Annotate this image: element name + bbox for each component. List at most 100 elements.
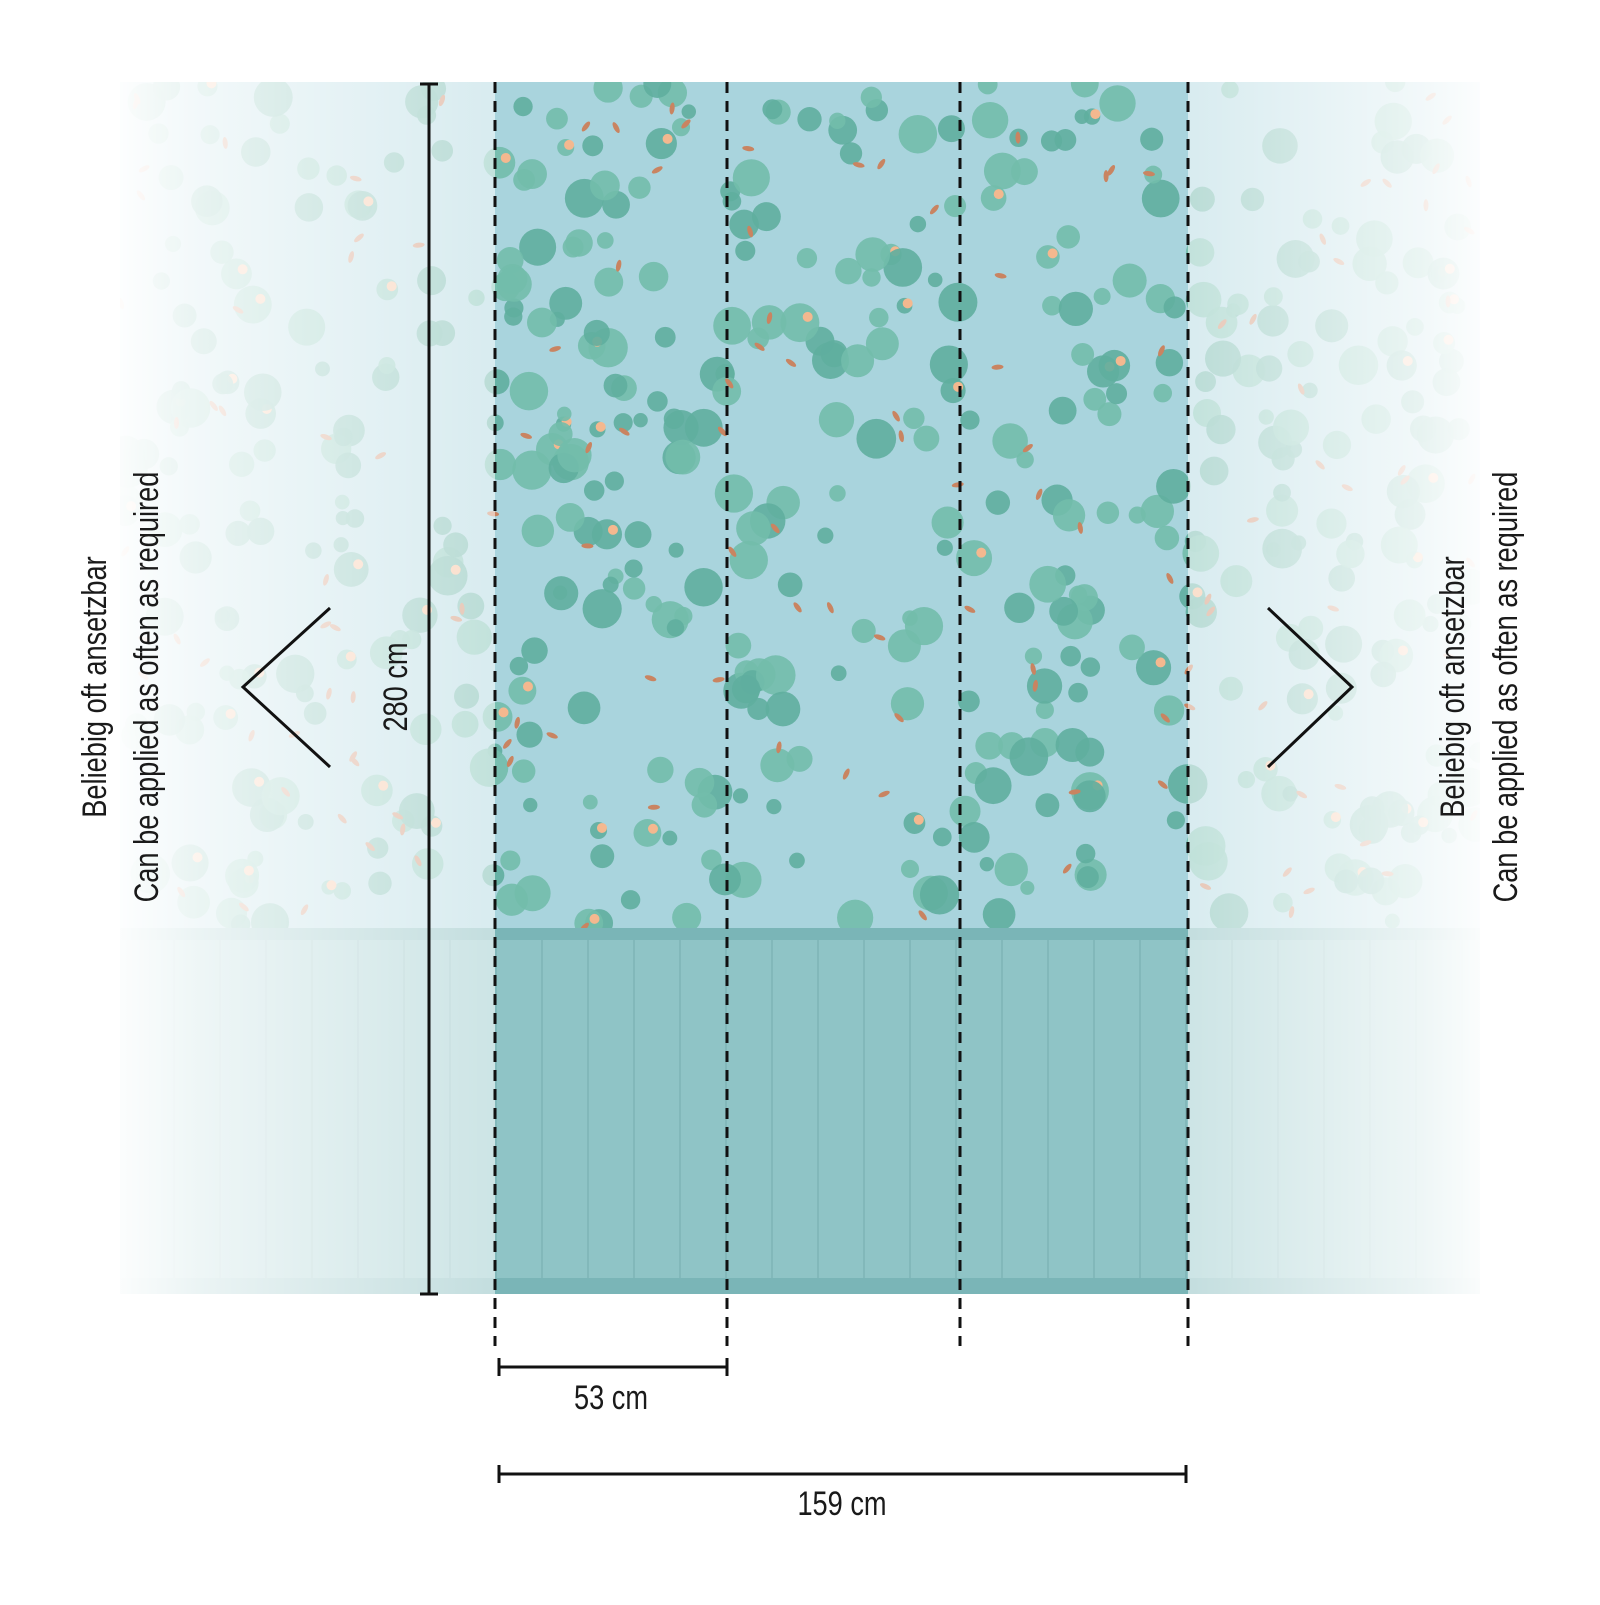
lily-pad — [729, 540, 768, 580]
koi — [826, 602, 834, 614]
lily-pad — [818, 402, 855, 438]
lily-pad — [1112, 263, 1147, 298]
lily-pad — [633, 819, 662, 847]
koi — [776, 741, 782, 754]
koi — [918, 910, 927, 921]
lily-pad — [725, 632, 752, 659]
total-width-label: 159 cm — [797, 1484, 886, 1523]
lily-pad — [582, 589, 622, 629]
koi — [669, 102, 675, 115]
lily-pad — [841, 344, 875, 378]
lily-pad — [983, 152, 1021, 190]
koi — [1022, 444, 1033, 453]
lily-pad — [620, 890, 641, 910]
lily-pad — [496, 266, 532, 302]
lily-pad — [1083, 387, 1107, 411]
koi — [747, 225, 754, 238]
lily-pad — [837, 899, 874, 928]
koi — [506, 755, 514, 767]
lily-pad — [544, 576, 579, 611]
lily-pad — [647, 756, 674, 784]
lily-pad — [751, 202, 781, 232]
fade-right — [1188, 82, 1500, 1294]
lily-pad — [1068, 682, 1088, 703]
lily-pad — [830, 665, 847, 682]
koi — [766, 312, 773, 324]
lily-pad — [1140, 127, 1164, 151]
lily-pad — [851, 618, 876, 643]
lily-pad — [1004, 592, 1035, 623]
lily-pad — [638, 261, 669, 292]
lily-pad — [936, 539, 953, 556]
lily-pad — [1020, 880, 1035, 895]
lily-pad — [590, 844, 615, 869]
lily-flower — [902, 298, 913, 309]
lily-pad — [932, 827, 952, 847]
lily-pad — [684, 767, 715, 798]
lily-pad — [1060, 645, 1081, 667]
lily-pad — [516, 721, 543, 748]
koi — [842, 768, 850, 780]
lily-pad — [974, 767, 1012, 805]
lily-pad — [684, 568, 723, 607]
lily-pad — [613, 413, 633, 433]
lily-pad — [596, 232, 614, 249]
lily-pad — [633, 413, 648, 428]
lily-flower — [1115, 355, 1126, 366]
lily-pad — [523, 797, 538, 813]
lily-pad — [931, 506, 964, 539]
lily-pad — [666, 619, 685, 637]
lily-flower — [993, 189, 1004, 200]
lily-pad — [909, 215, 927, 233]
koi — [1062, 863, 1072, 874]
lily-pad — [731, 674, 761, 704]
lily-pad — [1098, 349, 1131, 382]
lily-pad — [765, 691, 801, 727]
lily-pad — [1156, 468, 1191, 504]
lily-pad — [1140, 494, 1174, 529]
lily-pad — [722, 191, 742, 211]
lily-pad — [1035, 700, 1054, 720]
lily-pad — [527, 307, 557, 338]
lily-pad — [1052, 499, 1086, 532]
lily-pad — [1029, 565, 1067, 603]
lily-pad — [604, 471, 624, 491]
lily-pad — [1119, 634, 1145, 661]
koi — [898, 430, 904, 443]
lily-pad — [732, 788, 749, 804]
lily-pad — [1055, 728, 1090, 763]
lily-pad — [820, 340, 848, 368]
lily-pad — [960, 410, 980, 430]
koi — [894, 713, 904, 723]
koi — [546, 732, 558, 739]
lily-pad — [1166, 811, 1185, 830]
lily-pad — [546, 107, 568, 130]
koi — [1068, 789, 1081, 795]
lily-pad — [1049, 596, 1079, 626]
lily-pad — [829, 485, 846, 502]
koi — [728, 546, 737, 557]
koi — [878, 790, 890, 798]
lily-flower — [595, 421, 606, 432]
lily-pad — [1153, 383, 1173, 403]
koi — [852, 162, 865, 168]
koi — [549, 346, 561, 352]
lily-pad — [755, 655, 796, 695]
lily-pad — [797, 107, 822, 132]
lily-pad — [865, 327, 899, 361]
lily-pad — [691, 792, 718, 818]
lily-pad — [1024, 647, 1043, 665]
lily-flower — [564, 139, 575, 150]
lily-pad — [1048, 396, 1077, 425]
lily-pad — [898, 114, 938, 154]
lily-pad — [883, 248, 923, 287]
lily-pad — [517, 159, 547, 189]
lily-pad — [521, 637, 548, 664]
koi — [793, 602, 802, 613]
lily-pad — [1080, 657, 1101, 677]
lily-pad — [1096, 501, 1120, 524]
koi — [994, 273, 1007, 279]
lily-pad — [628, 176, 651, 199]
